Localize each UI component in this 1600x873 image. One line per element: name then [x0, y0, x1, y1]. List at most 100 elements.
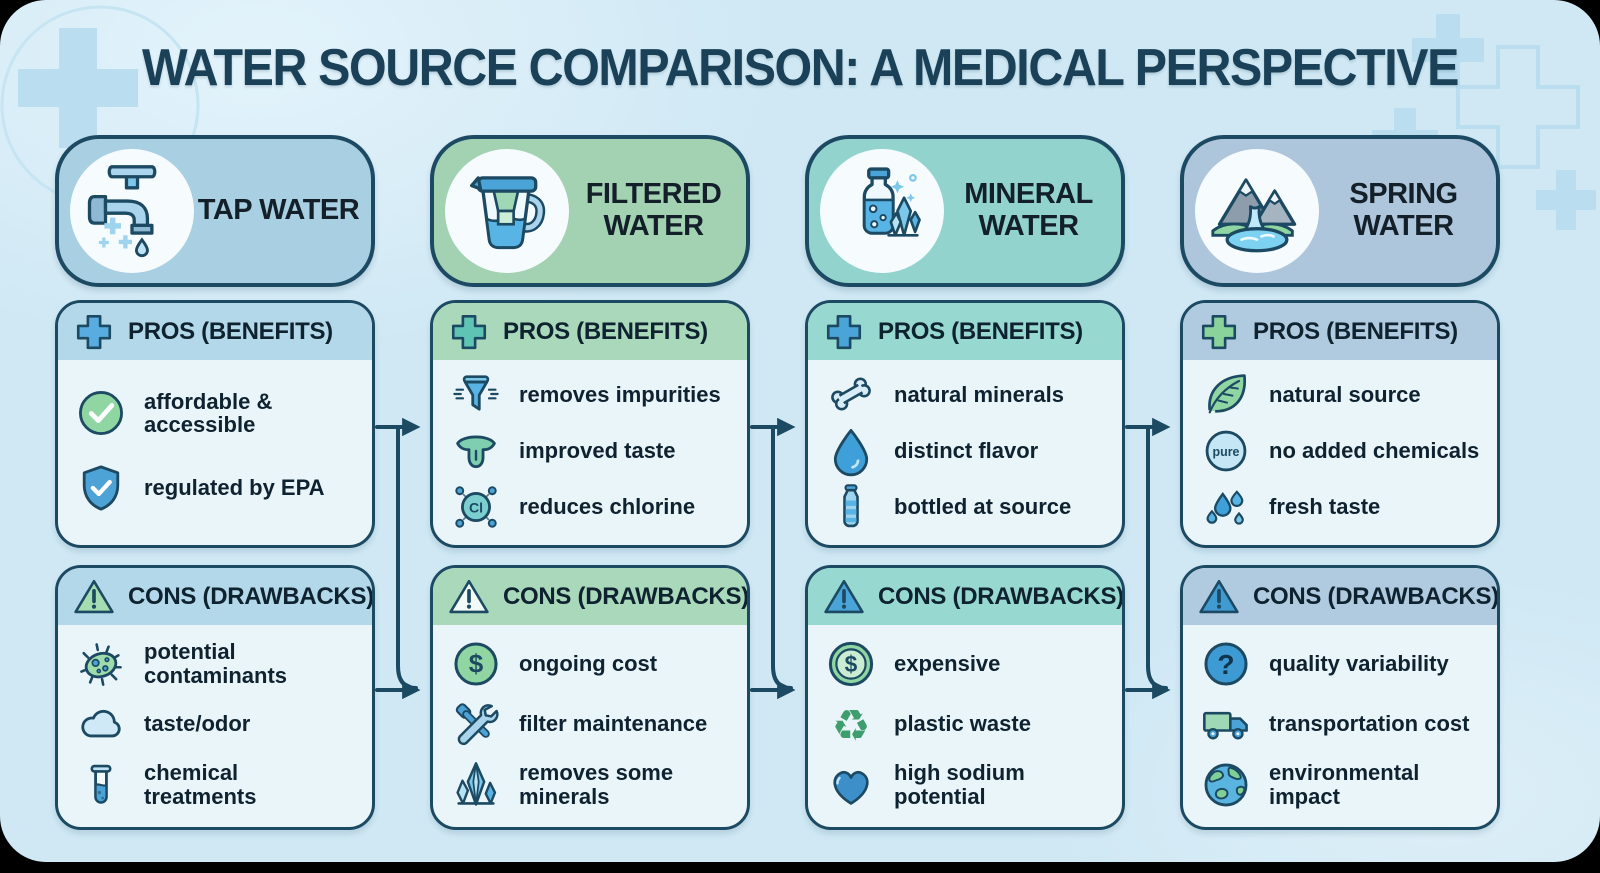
cons-band: CONS (DRAWBACKS)	[1183, 568, 1497, 625]
item-text: taste/odor	[144, 711, 251, 737]
globe-icon	[1200, 759, 1252, 811]
item-text: fresh taste	[1269, 494, 1381, 520]
medical-cross-icon	[73, 311, 115, 353]
decor-cross-icon	[1536, 170, 1596, 230]
cons-item: filter maintenance	[450, 698, 739, 750]
mineral-bottle-icon	[820, 149, 944, 273]
funnel-icon	[450, 368, 502, 420]
column-spring-water: SPRING WATER PROS (BENEFITS) natural sou…	[1180, 135, 1500, 835]
cons-heading: CONS (DRAWBACKS)	[128, 582, 374, 610]
pros-item: Cl reduces chlorine	[450, 481, 739, 533]
pros-band: PROS (BENEFITS)	[58, 303, 372, 360]
cons-list: potential contaminants taste/odor chemic…	[58, 625, 372, 827]
item-text: quality variability	[1269, 650, 1449, 676]
pros-item: natural source	[1200, 368, 1489, 420]
svg-text:pure: pure	[1213, 444, 1240, 458]
medical-cross-icon	[448, 311, 490, 353]
item-text: natural source	[1269, 381, 1421, 407]
chlorine-icon: Cl	[450, 481, 502, 533]
spring-icon	[1195, 149, 1319, 273]
question-circle-icon: ?	[1200, 638, 1252, 690]
item-text: plastic waste	[894, 711, 1031, 737]
item-text: natural minerals	[894, 381, 1064, 407]
pros-band: PROS (BENEFITS)	[1183, 303, 1497, 360]
cons-item: environmental impact	[1200, 759, 1489, 811]
cons-item: $ ongoing cost	[450, 638, 739, 690]
pros-box: PROS (BENEFITS) affordable & accessible …	[55, 300, 375, 548]
pros-list: affordable & accessible regulated by EPA	[58, 360, 372, 545]
heart-icon	[825, 759, 877, 811]
pros-item: removes impurities	[450, 368, 739, 420]
cons-list: $ ongoing cost filter maintenance remove…	[433, 625, 747, 827]
cons-list: $ expensive ♻ plastic waste high sodium …	[808, 625, 1122, 827]
cons-item: $ expensive	[825, 638, 1114, 690]
item-text: no added chemicals	[1269, 437, 1480, 463]
cons-band: CONS (DRAWBACKS)	[433, 568, 747, 625]
column-header: MINERAL WATER	[805, 135, 1125, 287]
pros-item: distinct flavor	[825, 425, 1114, 477]
cons-item: ? quality variability	[1200, 638, 1489, 690]
cons-item: transportation cost	[1200, 698, 1489, 750]
svg-text:$: $	[845, 651, 858, 677]
pros-band: PROS (BENEFITS)	[433, 303, 747, 360]
check-circle-icon	[75, 387, 127, 439]
pros-item: improved taste	[450, 425, 739, 477]
pros-list: natural minerals distinct flavor bottled…	[808, 360, 1122, 545]
pros-item: regulated by EPA	[75, 462, 364, 514]
shield-check-icon	[75, 462, 127, 514]
item-text: removes impurities	[519, 381, 721, 407]
svg-text:?: ?	[1217, 648, 1234, 679]
item-text: reduces chlorine	[519, 494, 696, 520]
cons-box: CONS (DRAWBACKS) $ expensive ♻ plastic w…	[805, 565, 1125, 830]
column-tap-water: TAP WATER PROS (BENEFITS) affordable & a…	[55, 135, 375, 835]
svg-text:♻: ♻	[832, 701, 871, 750]
item-text: transportation cost	[1269, 711, 1470, 737]
cons-band: CONS (DRAWBACKS)	[808, 568, 1122, 625]
warning-triangle-icon	[823, 576, 865, 618]
faucet-icon	[70, 149, 194, 273]
pros-heading: PROS (BENEFITS)	[503, 317, 708, 345]
pros-list: removes impurities improved taste Cl red…	[433, 360, 747, 545]
pros-box: PROS (BENEFITS) removes impurities impro…	[430, 300, 750, 548]
coin-icon: $	[825, 638, 877, 690]
item-text: regulated by EPA	[144, 475, 325, 501]
item-text: distinct flavor	[894, 437, 1039, 463]
pros-item: affordable & accessible	[75, 387, 364, 439]
column-header: FILTERED WATER	[430, 135, 750, 287]
pros-item: natural minerals	[825, 368, 1114, 420]
leaf-icon	[1200, 368, 1252, 420]
pros-item: pure no added chemicals	[1200, 425, 1489, 477]
tools-icon	[450, 698, 502, 750]
svg-text:$: $	[469, 648, 484, 678]
decor-cross-icon	[18, 28, 138, 148]
column-filtered-water: FILTERED WATER PROS (BENEFITS) removes i…	[430, 135, 750, 835]
cloud-icon	[75, 698, 127, 750]
cons-band: CONS (DRAWBACKS)	[58, 568, 372, 625]
pitcher-icon	[445, 149, 569, 273]
cons-item: ♻ plastic waste	[825, 698, 1114, 750]
item-text: removes some minerals	[519, 760, 674, 809]
column-header: SPRING WATER	[1180, 135, 1500, 287]
item-text: improved taste	[519, 437, 676, 463]
cons-heading: CONS (DRAWBACKS)	[1253, 582, 1499, 610]
item-text: expensive	[894, 650, 1001, 676]
truck-icon	[1200, 698, 1252, 750]
medical-cross-icon	[823, 311, 865, 353]
pros-item: fresh taste	[1200, 481, 1489, 533]
water-drop-icon	[825, 425, 877, 477]
recycle-icon: ♻	[825, 698, 877, 750]
item-text: ongoing cost	[519, 650, 658, 676]
splash-icon	[1200, 481, 1252, 533]
pros-band: PROS (BENEFITS)	[808, 303, 1122, 360]
cons-box: CONS (DRAWBACKS) $ ongoing cost filter m…	[430, 565, 750, 830]
pros-heading: PROS (BENEFITS)	[1253, 317, 1458, 345]
item-text: bottled at source	[894, 494, 1072, 520]
bone-icon	[825, 368, 877, 420]
item-text: potential contaminants	[144, 639, 288, 688]
item-text: filter maintenance	[519, 711, 708, 737]
cons-item: potential contaminants	[75, 638, 364, 690]
pros-heading: PROS (BENEFITS)	[878, 317, 1083, 345]
column-header: TAP WATER	[55, 135, 375, 287]
cons-box: CONS (DRAWBACKS) potential contaminants …	[55, 565, 375, 830]
